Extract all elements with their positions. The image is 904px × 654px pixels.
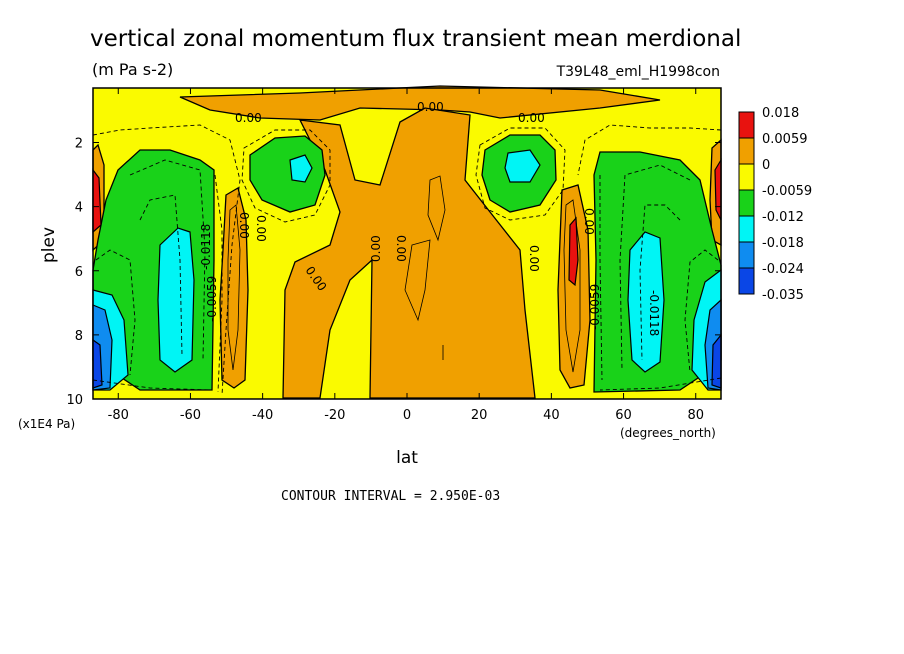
x-tick-label: 0 <box>403 408 411 423</box>
x-axis-units: (degrees_north) <box>620 426 716 440</box>
x-tick-label: 20 <box>471 408 488 423</box>
y-tick-label: 8 <box>75 329 83 344</box>
contour-label: 0.00 <box>582 208 596 235</box>
positive-contour-lines <box>227 175 581 373</box>
contour-label: 0.00 <box>417 100 444 114</box>
plot-area: 0.00 0.00 0.00 0.00 0.00 0.00 0.00 0.00 … <box>92 85 722 400</box>
run-label: T39L48_eml_H1998con <box>556 64 720 80</box>
colorbar-label: 0.0059 <box>762 132 808 147</box>
positive-region-center <box>282 107 536 399</box>
strong-negative-right-pool <box>627 231 665 373</box>
colorbar-label: -0.0059 <box>762 184 812 199</box>
contour-label-group: 0.00 0.00 0.00 0.00 0.00 0.00 0.00 0.00 … <box>199 100 661 336</box>
contour-label: -0.0118 <box>199 224 213 270</box>
max-region-right-stripe <box>568 216 579 287</box>
y-axis-units: (x1E4 Pa) <box>18 417 75 431</box>
x-tick-label: -20 <box>324 408 345 423</box>
x-tick-label: -60 <box>180 408 201 423</box>
x-tick-label: 80 <box>687 408 704 423</box>
max-region-right-edge <box>714 157 722 221</box>
colorbar-swatch <box>738 189 755 217</box>
colorbar-label: 0 <box>762 158 770 173</box>
contour-label: 0.00 <box>235 111 262 125</box>
contour-label: 0.00 <box>527 245 541 272</box>
strong-negative-right-upper <box>504 149 541 183</box>
x-tick-label: -40 <box>252 408 273 423</box>
x-tick-label: -80 <box>108 408 129 423</box>
contour-label: -0.0059 <box>588 284 602 330</box>
colorbar-swatch <box>738 267 755 295</box>
x-axis-label: lat <box>396 448 418 468</box>
y-axis: 2 4 6 8 10 <box>66 137 721 408</box>
contour-label: -0.0118 <box>647 290 661 336</box>
x-axis: -80 -60 -40 -20 0 20 40 60 80 <box>108 88 704 423</box>
chart-subtitle: (m Pa s-2) <box>92 60 173 79</box>
negative-contour-lines <box>92 124 722 396</box>
y-tick-label: 10 <box>66 393 83 408</box>
contour-label: 0.00 <box>518 111 545 125</box>
contour-interval-note: CONTOUR INTERVAL = 2.950E-03 <box>281 489 500 504</box>
contour-label: 0.00 <box>394 235 408 262</box>
colorbar-swatch <box>738 137 755 165</box>
strong-negative-left-pool <box>157 227 195 373</box>
y-tick-label: 4 <box>75 201 83 216</box>
chart-title: vertical zonal momentum flux transient m… <box>90 26 741 52</box>
y-axis-label: plev <box>39 227 59 263</box>
contour-label: 0.00 <box>237 212 251 239</box>
contour-label: -0.0059 <box>205 276 219 322</box>
positive-region-top <box>179 85 661 121</box>
y-tick-label: 6 <box>75 265 83 280</box>
colorbar-label: -0.018 <box>762 236 804 251</box>
positive-region-left-stripe <box>219 187 249 389</box>
strong-negative-left-upper <box>289 154 313 183</box>
colorbar-swatch <box>738 241 755 269</box>
contour-label: 0.00 <box>369 235 383 262</box>
colorbar-swatch <box>738 163 755 191</box>
colorbar-swatch <box>738 215 755 243</box>
colorbar-label: -0.012 <box>762 210 804 225</box>
x-tick-label: 40 <box>543 408 560 423</box>
x-tick-label: 60 <box>615 408 632 423</box>
colorbar-label: -0.035 <box>762 288 804 303</box>
positive-region-right-stripe <box>557 184 591 389</box>
colorbar-label: 0.018 <box>762 106 799 121</box>
y-tick-label: 2 <box>75 137 83 152</box>
contour-label: 0.00 <box>254 215 268 242</box>
negative-region-left-upper <box>249 135 326 213</box>
colorbar-swatch <box>738 111 755 139</box>
colorbar-label: -0.024 <box>762 262 804 277</box>
colorbar: 0.018 0.0059 0 -0.0059 -0.012 -0.018 -0.024 -0.… <box>738 106 812 303</box>
